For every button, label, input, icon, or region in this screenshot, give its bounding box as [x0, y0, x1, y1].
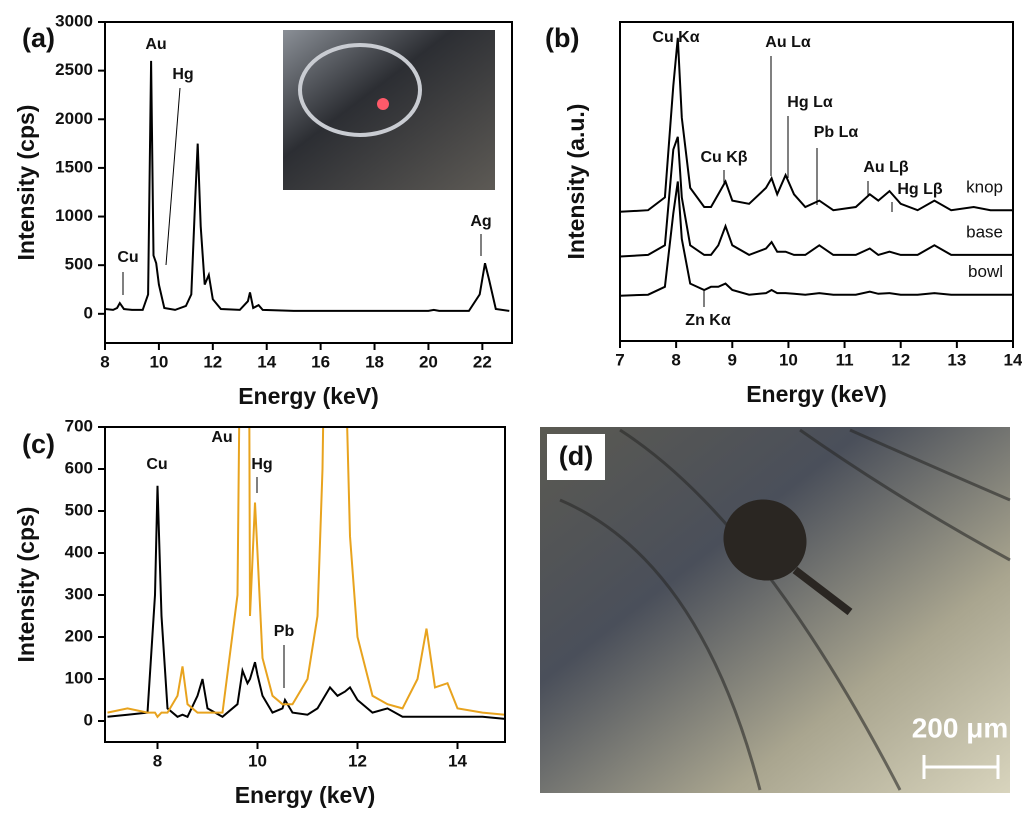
y-tick-label: 500	[65, 500, 93, 519]
y-tick-label: 3000	[55, 11, 93, 30]
x-tick-label: 7	[615, 350, 624, 369]
peak-annotation: Cu Kα	[652, 29, 699, 46]
y-tick-label: 0	[84, 710, 93, 729]
peak-annotation: Hg Lβ	[897, 181, 943, 198]
peak-annotation: Cu	[117, 249, 138, 266]
y-tick-label: 700	[65, 416, 93, 435]
panel-label: (d)	[559, 441, 593, 471]
x-axis-label: Energy (keV)	[235, 782, 376, 808]
x-tick-label: 9	[728, 350, 737, 369]
x-tick-label: 10	[779, 350, 798, 369]
x-tick-label: 12	[203, 352, 222, 371]
peak-annotation: Au Lα	[765, 34, 811, 51]
y-tick-label: 1000	[55, 206, 93, 225]
x-tick-label: 14	[448, 751, 467, 770]
peak-annotation: Au	[211, 429, 232, 446]
panel-label: (a)	[22, 23, 55, 53]
x-tick-label: 10	[248, 751, 267, 770]
x-tick-label: 18	[365, 352, 384, 371]
peak-annotation: Pb	[274, 623, 295, 640]
series-label: bowl	[968, 262, 1003, 281]
x-tick-label: 10	[149, 352, 168, 371]
x-axis-label: Energy (keV)	[238, 383, 379, 409]
y-tick-label: 2000	[55, 109, 93, 128]
peak-annotation: Hg	[251, 456, 272, 473]
micrograph: (d) 200 μm	[540, 427, 1010, 793]
y-tick-label: 200	[65, 626, 93, 645]
panel-label: (c)	[22, 429, 55, 459]
x-tick-label: 14	[1004, 350, 1022, 369]
y-axis-label: Intensity (a.u.)	[563, 104, 589, 260]
y-axis-label: Intensity (cps)	[13, 105, 39, 261]
y-tick-label: 1500	[55, 157, 93, 176]
x-tick-label: 12	[348, 751, 367, 770]
y-tick-label: 600	[65, 458, 93, 477]
peak-annotation: Hg	[172, 66, 193, 83]
peak-annotation: Cu Kβ	[700, 149, 747, 166]
y-axis-label: Intensity (cps)	[13, 507, 39, 663]
peak-annotation: Cu	[146, 456, 167, 473]
x-tick-label: 22	[473, 352, 492, 371]
y-tick-label: 100	[65, 668, 93, 687]
y-tick-label: 300	[65, 584, 93, 603]
x-tick-label: 13	[947, 350, 966, 369]
x-tick-label: 12	[891, 350, 910, 369]
peak-annotation: Au Lβ	[863, 159, 909, 176]
leader-line	[166, 88, 180, 265]
x-tick-label: 8	[153, 751, 162, 770]
x-tick-label: 16	[311, 352, 330, 371]
x-tick-label: 8	[671, 350, 680, 369]
y-tick-label: 500	[65, 255, 93, 274]
peak-annotation: Pb Lα	[814, 124, 859, 141]
x-tick-label: 20	[419, 352, 438, 371]
y-tick-label: 2500	[55, 60, 93, 79]
series-label: knop	[966, 178, 1003, 197]
x-tick-label: 8	[100, 352, 109, 371]
y-tick-label: 0	[84, 303, 93, 322]
y-tick-label: 400	[65, 542, 93, 561]
x-tick-label: 11	[836, 350, 854, 369]
panel-label: (b)	[545, 23, 579, 53]
peak-annotation: Hg Lα	[787, 94, 833, 111]
scale-bar-label: 200 μm	[912, 712, 1009, 743]
peak-annotation: Zn Kα	[685, 312, 731, 329]
x-axis-label: Energy (keV)	[746, 381, 887, 407]
figure: (d) 200 μm 81012141618202205001000150020…	[0, 0, 1022, 814]
series-label: base	[966, 222, 1003, 241]
inset-photo	[283, 30, 495, 190]
peak-annotation: Ag	[470, 213, 491, 230]
peak-annotation: Au	[145, 36, 166, 53]
axes-frame	[105, 427, 505, 742]
x-tick-label: 14	[257, 352, 276, 371]
